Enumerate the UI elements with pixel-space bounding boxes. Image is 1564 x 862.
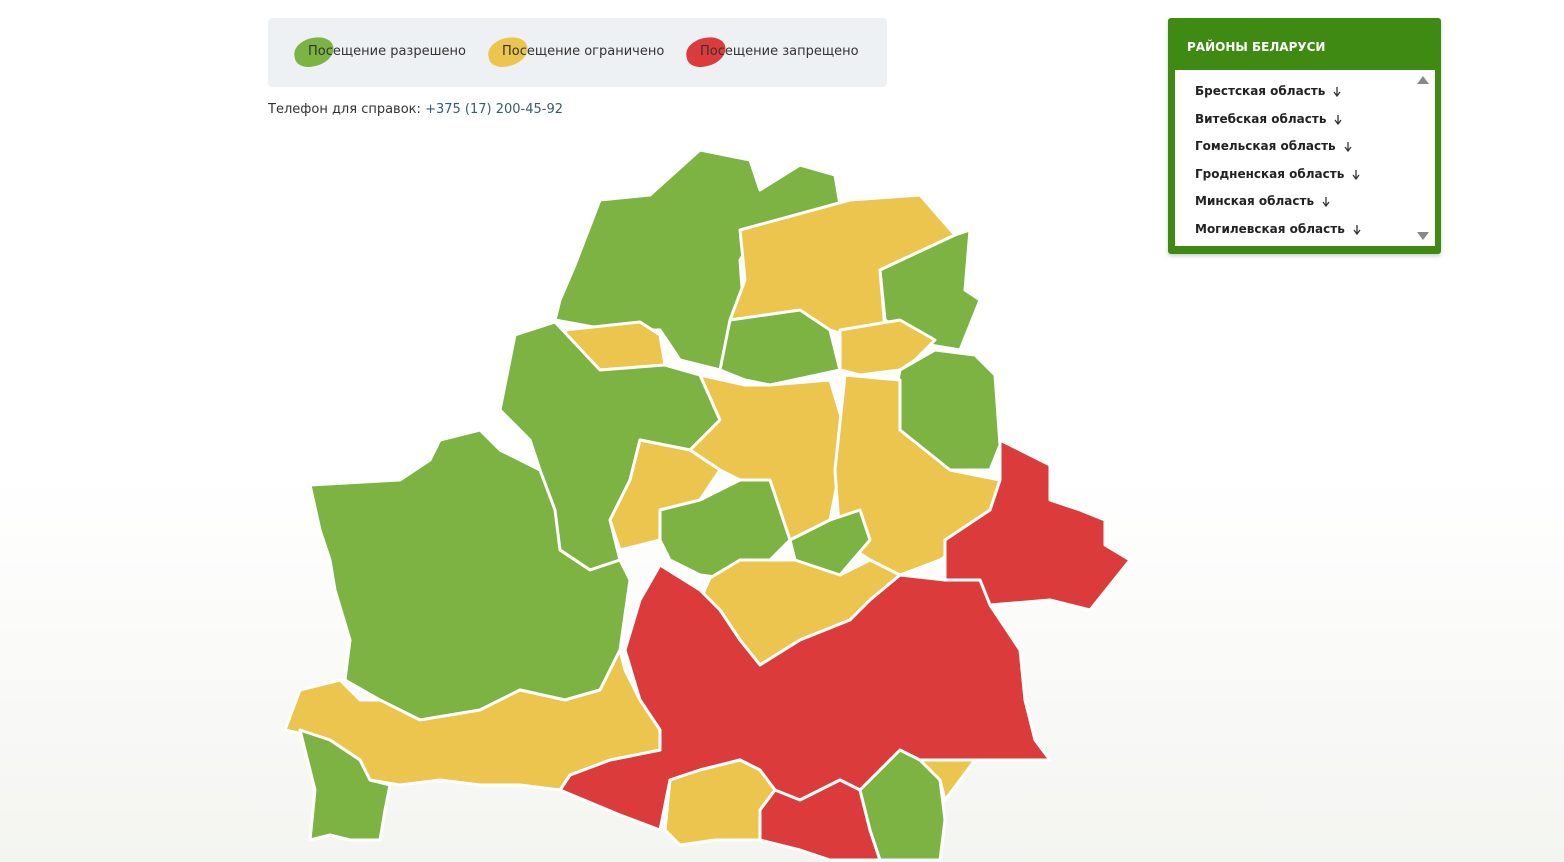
region-list: Брестская область Витебская область Гомель… xyxy=(1175,70,1435,246)
region-name: Могилевская область xyxy=(1195,221,1345,236)
region-name: Брестская область xyxy=(1195,84,1326,98)
district[interactable] xyxy=(858,748,947,862)
region-name: Минская область xyxy=(1195,194,1315,208)
phone-label: Телефон для справок: xyxy=(268,102,421,117)
district[interactable] xyxy=(918,758,977,802)
region-link[interactable]: Гомельская область xyxy=(1195,139,1352,153)
phone-number[interactable]: +375 (17) 200-45-92 xyxy=(425,102,563,117)
arrow-icon xyxy=(1334,114,1342,125)
district[interactable] xyxy=(283,648,662,792)
districts-panel: РАЙОНЫ БЕЛАРУСИ Брестская область Витебск… xyxy=(1168,18,1441,254)
district[interactable] xyxy=(298,728,392,842)
panel-title: РАЙОНЫ БЕЛАРУСИ xyxy=(1187,40,1326,54)
region-name: Гродненская область xyxy=(1195,166,1345,181)
region-link[interactable]: Брестская область xyxy=(1195,84,1341,98)
legend-label: Посещение разрешено xyxy=(308,44,466,59)
districts xyxy=(283,148,1132,862)
legend: Посещение разрешено Посещение ограничено… xyxy=(268,18,887,87)
legend-item[interactable]: Посещение запрещено xyxy=(683,34,859,70)
district[interactable] xyxy=(718,308,842,387)
arrow-icon xyxy=(1344,142,1352,152)
legend-label: Посещение запрещено xyxy=(700,44,859,59)
district[interactable] xyxy=(943,438,1132,612)
arrow-icon xyxy=(1353,224,1361,235)
region-name: Гомельская область xyxy=(1195,139,1336,153)
arrow-icon xyxy=(1352,169,1360,180)
arrow-icon xyxy=(1333,87,1341,97)
legend-item[interactable]: Посещение ограничено xyxy=(485,34,665,70)
region-link[interactable]: Витебская область xyxy=(1195,111,1342,126)
phone: Телефон для справок: +375 (17) 200-45-92 xyxy=(268,102,563,117)
legend-label: Посещение ограничено xyxy=(502,44,665,59)
region-link[interactable]: Минская область xyxy=(1195,194,1330,208)
arrow-icon xyxy=(1322,197,1330,207)
region-link[interactable]: Могилевская область xyxy=(1195,221,1361,236)
scroll-up[interactable] xyxy=(1417,76,1429,84)
region-link[interactable]: Гродненская область xyxy=(1195,166,1360,181)
scroll-down[interactable] xyxy=(1417,232,1429,240)
region-name: Витебская область xyxy=(1195,111,1327,126)
legend-item[interactable]: Посещение разрешено xyxy=(291,34,466,70)
